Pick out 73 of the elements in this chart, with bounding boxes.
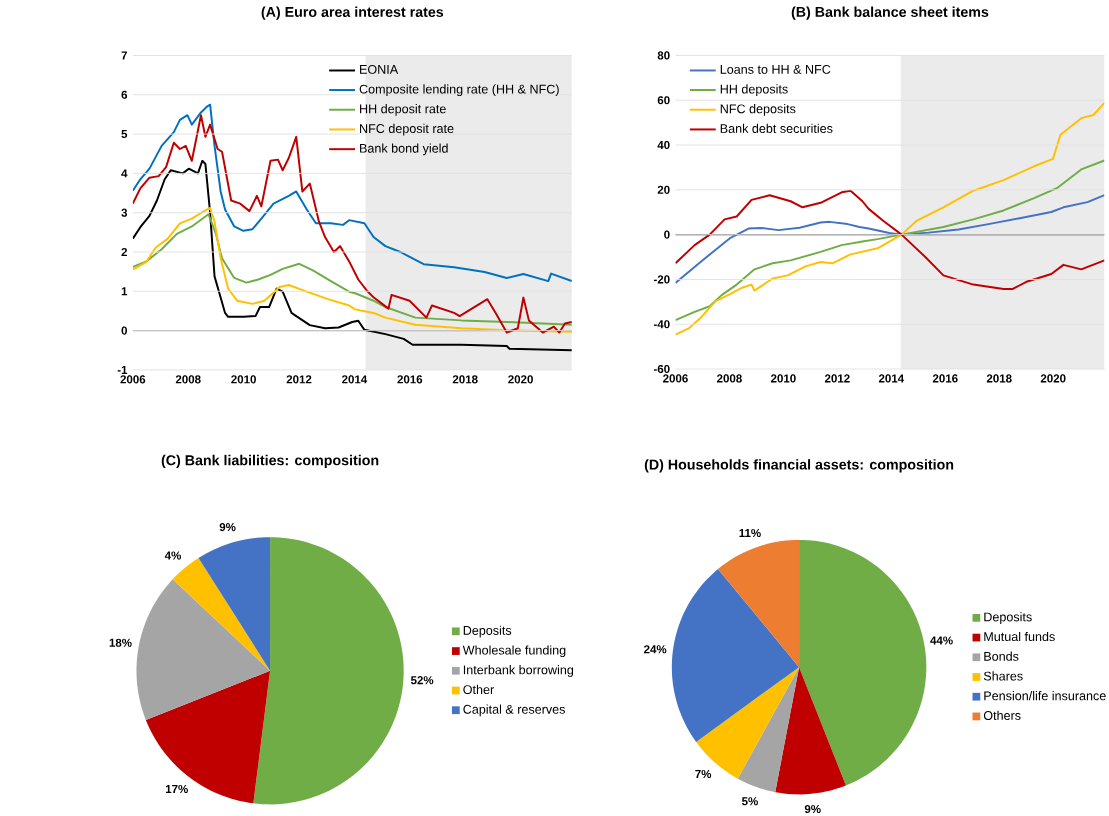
x-tick-label: 2014 bbox=[878, 374, 905, 383]
legend-label: EONIA bbox=[360, 64, 399, 74]
legend-label: Pension/life insurance bbox=[984, 690, 1106, 701]
y-tick-label: 2 bbox=[121, 247, 128, 256]
x-tick-label: 2006 bbox=[663, 374, 688, 383]
y-tick-label: 0 bbox=[121, 326, 128, 335]
x-tick-label: 2010 bbox=[231, 375, 256, 384]
chart-title: (A) Euro area interest rates bbox=[261, 6, 444, 20]
x-tick-label: 2016 bbox=[932, 374, 958, 383]
data-label: 4% bbox=[164, 551, 181, 560]
legend-label: HH deposits bbox=[720, 84, 788, 96]
y-tick-label: 6 bbox=[121, 90, 128, 99]
legend-label: Deposits bbox=[984, 612, 1032, 624]
x-tick-label: 2020 bbox=[1040, 374, 1066, 383]
chart-title: (C) Bank liabilities: composition bbox=[161, 454, 379, 469]
legend-label: Others bbox=[983, 710, 1021, 720]
x-tick-label: 2018 bbox=[986, 374, 1012, 383]
y-tick-label: 7 bbox=[121, 51, 127, 60]
legend-label: Mutual funds bbox=[984, 631, 1055, 642]
data-label: 44% bbox=[930, 636, 953, 645]
y-tick-label: 5 bbox=[121, 129, 128, 138]
legend-label: Deposits bbox=[463, 625, 512, 638]
x-tick-label: 2008 bbox=[175, 375, 201, 384]
data-label: 9% bbox=[804, 804, 821, 814]
data-label: 18% bbox=[109, 638, 132, 647]
x-tick-label: 2016 bbox=[397, 375, 423, 384]
y-tick-label: 20 bbox=[657, 185, 670, 194]
line-series bbox=[675, 159, 1105, 322]
data-label: 17% bbox=[165, 784, 188, 793]
x-tick-label: 2010 bbox=[770, 374, 796, 383]
y-tick-label: 80 bbox=[657, 51, 670, 60]
y-tick-label: 4 bbox=[121, 169, 128, 178]
y-tick-label: -60 bbox=[653, 364, 670, 373]
x-tick-label: 2020 bbox=[508, 375, 533, 384]
data-label: 9% bbox=[219, 522, 236, 532]
legend-label: Other bbox=[463, 684, 494, 694]
legend-label: Shares bbox=[983, 671, 1023, 681]
y-tick-label: 0 bbox=[664, 230, 670, 239]
legend-label: Loans to HH & NFC bbox=[720, 64, 831, 74]
legend-label: Composite lending rate (HH & NFC) bbox=[359, 84, 559, 96]
data-label: 5% bbox=[741, 797, 758, 806]
y-tick-label: -20 bbox=[653, 275, 670, 284]
line-series bbox=[132, 103, 572, 282]
data-label: 52% bbox=[410, 675, 434, 685]
x-tick-label: 2006 bbox=[120, 375, 146, 384]
legend-label: Bonds bbox=[984, 651, 1019, 661]
y-tick-label: 60 bbox=[657, 96, 670, 105]
y-tick-label: 3 bbox=[121, 208, 128, 217]
legend-label: NFC deposits bbox=[720, 103, 796, 116]
line-series bbox=[132, 159, 572, 352]
legend-label: Capital & reserves bbox=[463, 704, 565, 717]
y-tick-label: -40 bbox=[653, 320, 670, 329]
line-series bbox=[132, 114, 572, 334]
legend-label: HH deposit rate bbox=[360, 103, 446, 116]
chart-title: (B) Bank balance sheet items bbox=[791, 6, 989, 20]
y-tick-label: 40 bbox=[657, 140, 670, 150]
x-tick-label: 2014 bbox=[342, 375, 368, 384]
x-tick-label: 2012 bbox=[286, 375, 312, 384]
data-label: 11% bbox=[739, 528, 761, 538]
chart-title: (D) Households financial assets: composition bbox=[644, 459, 954, 473]
legend-label: Bank bond yield bbox=[360, 143, 448, 156]
line-series bbox=[675, 101, 1105, 336]
y-tick-label: -1 bbox=[117, 365, 128, 374]
x-tick-label: 2012 bbox=[824, 374, 850, 383]
x-tick-label: 2008 bbox=[717, 374, 742, 383]
legend-label: Interbank borrowing bbox=[463, 665, 574, 677]
legend-label: NFC deposit rate bbox=[360, 123, 454, 136]
data-label: 7% bbox=[695, 769, 712, 778]
data-label: 24% bbox=[644, 645, 667, 654]
legend-label: Bank debt securities bbox=[720, 123, 833, 133]
legend-label: Wholesale funding bbox=[462, 645, 566, 657]
y-tick-label: 1 bbox=[121, 287, 128, 296]
x-tick-label: 2018 bbox=[452, 375, 478, 384]
